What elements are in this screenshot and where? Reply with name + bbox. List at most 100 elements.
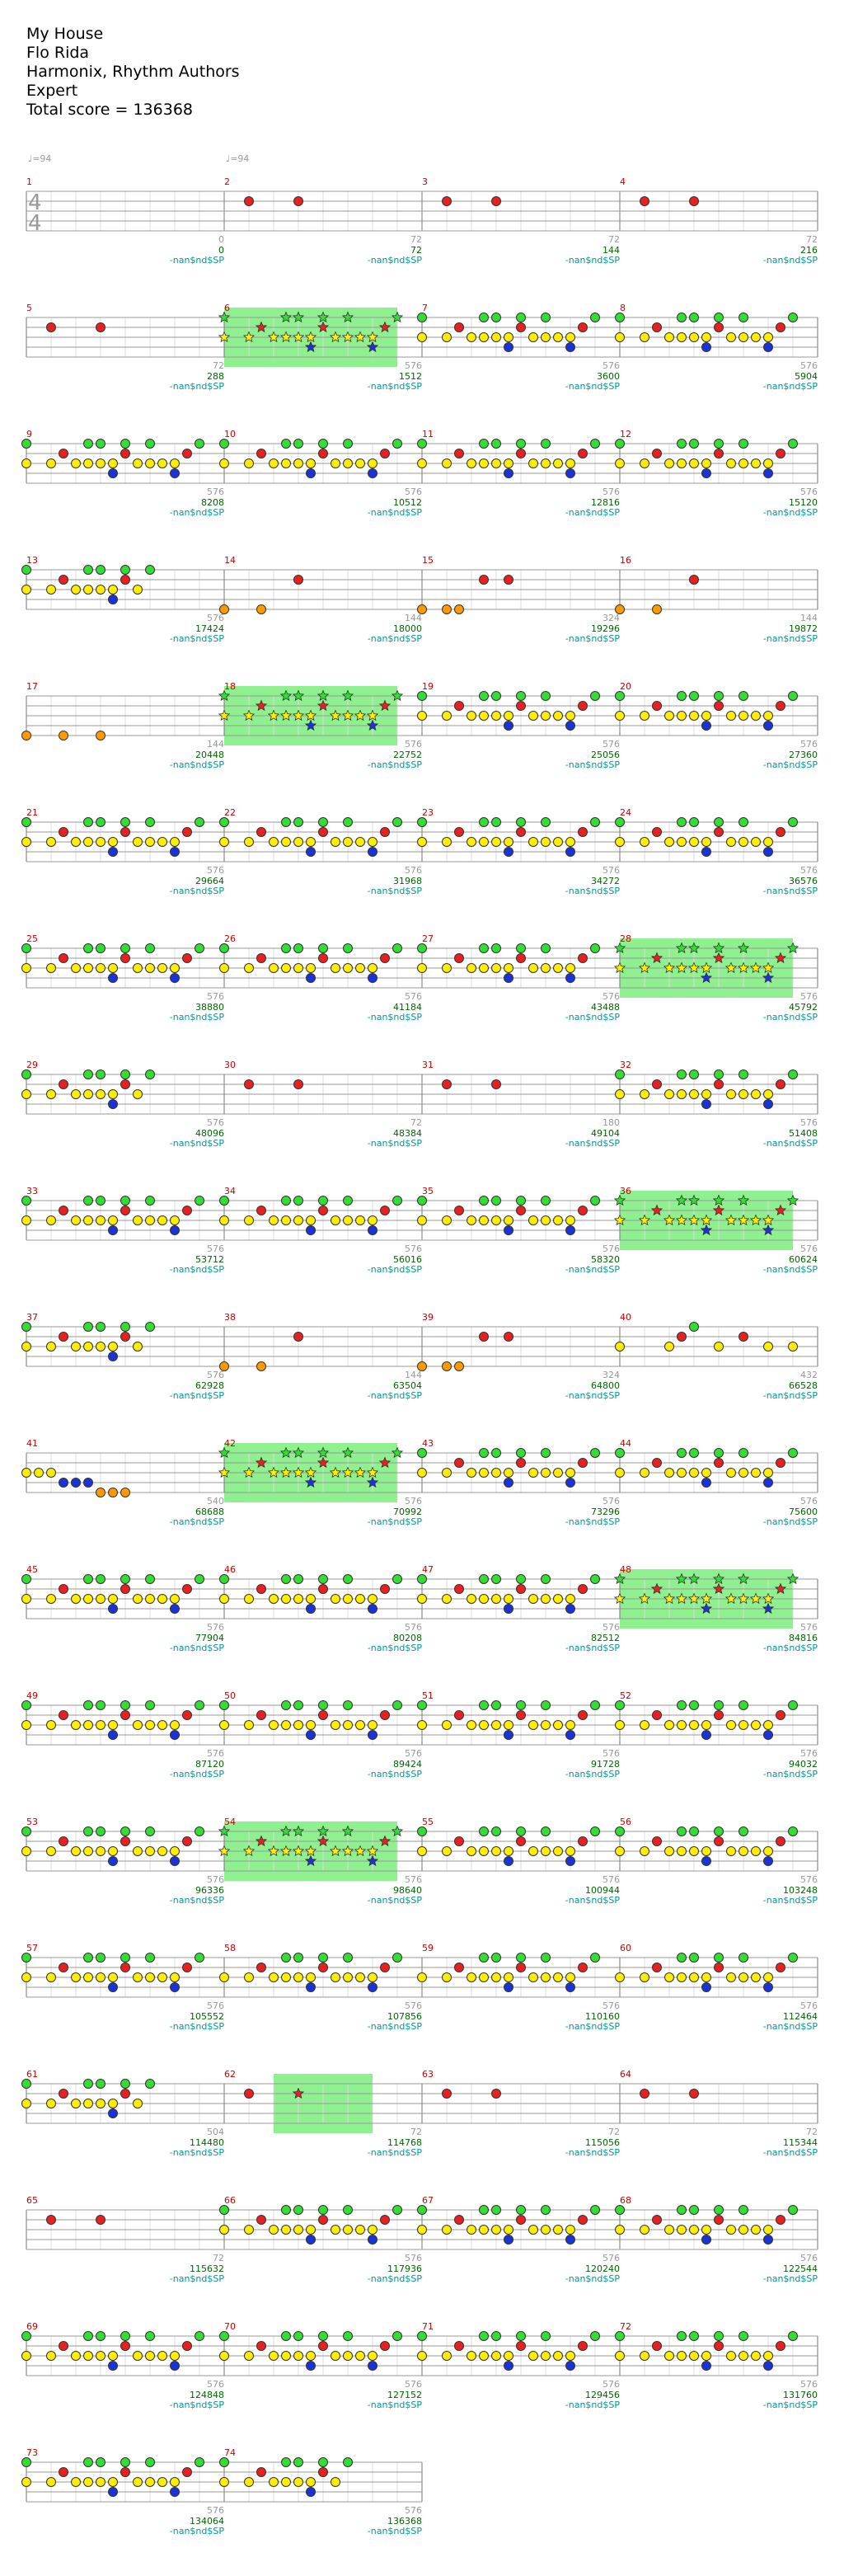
cumulative-score: 10512: [393, 497, 422, 508]
yellow-note: [615, 711, 625, 721]
yellow-note: [615, 1342, 625, 1351]
tempo-marker: ♩=94: [226, 153, 249, 164]
yellow-note: [133, 1594, 143, 1604]
blue-note: [504, 2235, 513, 2245]
yellow-note: [491, 2351, 501, 2361]
red-note: [59, 1963, 68, 1972]
measure-number: 28: [620, 933, 631, 944]
red-note: [318, 449, 328, 458]
yellow-note: [467, 963, 476, 973]
yellow-note: [714, 1342, 724, 1351]
cumulative-score: 19872: [789, 623, 818, 634]
red-note: [652, 2341, 662, 2351]
cumulative-score: 107856: [387, 2011, 422, 2022]
red-note: [516, 1206, 526, 1215]
blue-star-note: [366, 1476, 379, 1488]
green-note: [541, 943, 551, 953]
green-note: [293, 1953, 303, 1963]
cumulative-score: 77904: [195, 1633, 224, 1643]
sp-label: -nan$nd$SP: [763, 2273, 818, 2284]
yellow-star-note: [675, 1592, 688, 1605]
cumulative-score: 34272: [591, 876, 620, 886]
green-note: [318, 943, 328, 953]
red-star-note: [774, 952, 787, 964]
cumulative-score: 43488: [591, 1002, 620, 1013]
blue-star-note: [700, 1602, 713, 1615]
green-star-note: [786, 942, 799, 954]
yellow-note: [479, 458, 489, 468]
measure-number: 30: [224, 1060, 236, 1070]
yellow-note: [615, 2225, 625, 2235]
green-note: [21, 1953, 31, 1963]
yellow-note: [83, 1089, 93, 1099]
yellow-note: [442, 1846, 452, 1856]
yellow-note: [689, 1846, 699, 1856]
yellow-note: [417, 1972, 427, 1982]
green-note: [195, 817, 204, 827]
yellow-note: [640, 2225, 649, 2235]
green-note: [677, 1953, 687, 1963]
yellow-star-note: [218, 709, 231, 722]
sp-label: -nan$nd$SP: [170, 255, 225, 266]
red-note: [776, 827, 785, 837]
yellow-star-note: [663, 1214, 676, 1226]
yellow-star-note: [279, 1845, 293, 1857]
green-star-note: [341, 1446, 354, 1459]
measure-number: 40: [620, 1312, 631, 1323]
yellow-note: [244, 1594, 254, 1604]
yellow-star-note: [724, 1592, 738, 1605]
green-note: [714, 1826, 724, 1836]
green-note: [293, 1574, 303, 1584]
green-star-note: [613, 1194, 626, 1206]
yellow-note: [677, 1468, 687, 1478]
yellow-note: [71, 1089, 81, 1099]
cumulative-score: 94032: [789, 1759, 818, 1770]
yellow-note: [751, 1468, 761, 1478]
yellow-note: [293, 1972, 303, 1982]
red-note: [318, 1206, 328, 1215]
red-note: [380, 2341, 390, 2351]
measure-raw-value: 576: [405, 1496, 422, 1507]
yellow-note: [83, 1594, 93, 1604]
measure-raw-value: 576: [800, 2379, 818, 2390]
yellow-note: [170, 2477, 180, 2487]
sp-label: -nan$nd$SP: [565, 1138, 621, 1149]
green-note: [541, 1574, 551, 1584]
red-note: [516, 1836, 526, 1846]
yellow-note: [21, 1846, 31, 1856]
yellow-note: [763, 837, 773, 847]
song-charter: Harmonix, Rhythm Authors: [26, 63, 240, 81]
green-star-note: [279, 1825, 293, 1837]
measure-number: 10: [224, 429, 236, 440]
yellow-note: [355, 1972, 365, 1982]
sp-label: -nan$nd$SP: [368, 2021, 423, 2032]
measure-number: 22: [224, 807, 236, 818]
red-note: [120, 1836, 130, 1846]
cumulative-score: 22752: [393, 750, 422, 760]
measure-number: 9: [26, 429, 32, 440]
green-note: [689, 691, 699, 701]
red-note: [380, 1710, 390, 1720]
yellow-note: [108, 1720, 118, 1730]
red-note: [516, 2341, 526, 2351]
yellow-note: [133, 1972, 143, 1982]
green-note: [738, 439, 748, 449]
red-note: [380, 1963, 390, 1972]
green-star-note: [786, 1572, 799, 1585]
green-note: [417, 817, 427, 827]
blue-note: [306, 2487, 316, 2497]
red-note: [516, 449, 526, 458]
yellow-note: [491, 963, 501, 973]
green-note: [738, 817, 748, 827]
green-note: [120, 1953, 130, 1963]
measure-raw-value: 144: [405, 613, 422, 623]
green-note: [788, 1953, 798, 1963]
blue-note: [108, 2108, 118, 2118]
green-star-note: [316, 1446, 330, 1459]
yellow-note: [701, 837, 711, 847]
red-star-note: [712, 1204, 725, 1216]
green-note: [195, 1826, 204, 1836]
orange-note: [442, 1361, 452, 1371]
sp-label: -nan$nd$SP: [170, 633, 225, 644]
green-star-note: [712, 1572, 725, 1585]
